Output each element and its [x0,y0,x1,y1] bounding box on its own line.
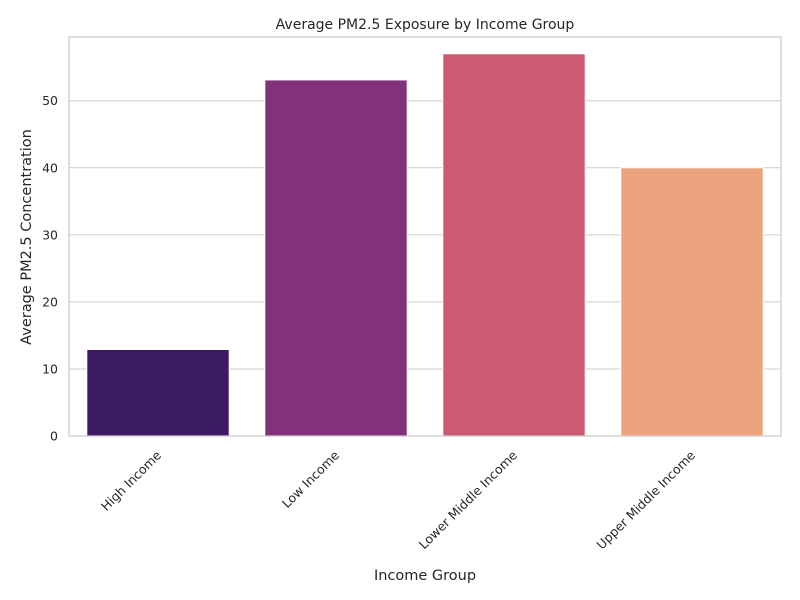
bars [86,53,764,437]
y-axis-label: Average PM2.5 Concentration [19,129,35,345]
y-tick-label: 50 [42,93,58,108]
bar [620,167,764,437]
y-tick-label: 40 [42,160,58,175]
chart-title: Average PM2.5 Exposure by Income Group [276,17,575,33]
bar [86,348,230,437]
bar [442,53,586,437]
y-tick-label: 30 [42,227,58,242]
plot-frame [68,36,782,437]
y-tick-label: 20 [42,294,58,309]
x-axis-label: Income Group [374,568,476,584]
y-tick-label: 10 [42,361,58,376]
bar [264,79,408,437]
y-tick-label: 0 [50,429,58,444]
y-axis-ticks: 0 10 20 30 40 50 [42,93,58,443]
